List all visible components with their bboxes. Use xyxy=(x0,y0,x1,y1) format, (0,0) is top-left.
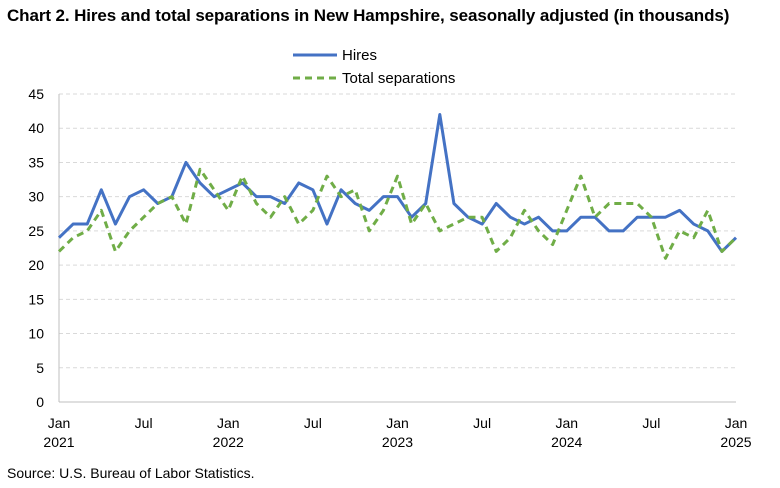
y-tick-label: 0 xyxy=(36,394,44,410)
x-tick-month: Jul xyxy=(304,415,322,431)
x-tick-month: Jan xyxy=(217,415,240,431)
x-tick-year: 2021 xyxy=(43,434,74,450)
x-tick-year: 2022 xyxy=(213,434,244,450)
y-tick-label: 10 xyxy=(28,326,44,342)
grid-lines xyxy=(59,93,736,369)
axes xyxy=(58,94,736,403)
x-axis-ticks: Jan 2021 Jul Jan 2022 Jul Jan 2023 Jul Jan 2024 Jul… xyxy=(43,415,751,450)
x-tick-month: Jan xyxy=(386,415,409,431)
series-line-total-separations xyxy=(57,167,738,260)
y-tick-label: 20 xyxy=(28,257,44,273)
x-tick-year: 2023 xyxy=(382,434,413,450)
y-tick-label: 35 xyxy=(28,154,44,170)
y-tick-label: 5 xyxy=(36,360,44,376)
x-tick-year: 2025 xyxy=(720,434,751,450)
y-tick-label: 15 xyxy=(28,291,44,307)
x-tick-month: Jul xyxy=(473,415,491,431)
legend: Hires Total separations xyxy=(293,47,455,87)
source-note: Source: U.S. Bureau of Labor Statistics. xyxy=(7,465,255,481)
x-tick-month: Jul xyxy=(135,415,153,431)
x-tick-year: 2024 xyxy=(551,434,582,450)
y-axis-ticks: 0 5 10 15 20 25 30 35 40 45 xyxy=(28,86,44,410)
series-lines xyxy=(57,113,738,260)
x-tick-month: Jan xyxy=(48,415,71,431)
y-tick-label: 45 xyxy=(28,86,44,102)
legend-label: Hires xyxy=(342,47,377,64)
chart-title: Chart 2. Hires and total separations in … xyxy=(7,6,730,25)
x-tick-month: Jan xyxy=(725,415,748,431)
x-tick-month: Jan xyxy=(555,415,578,431)
legend-label: Total separations xyxy=(342,70,455,87)
y-tick-label: 40 xyxy=(28,120,44,136)
y-tick-label: 30 xyxy=(28,189,44,205)
y-tick-label: 25 xyxy=(28,223,44,239)
x-tick-month: Jul xyxy=(642,415,660,431)
